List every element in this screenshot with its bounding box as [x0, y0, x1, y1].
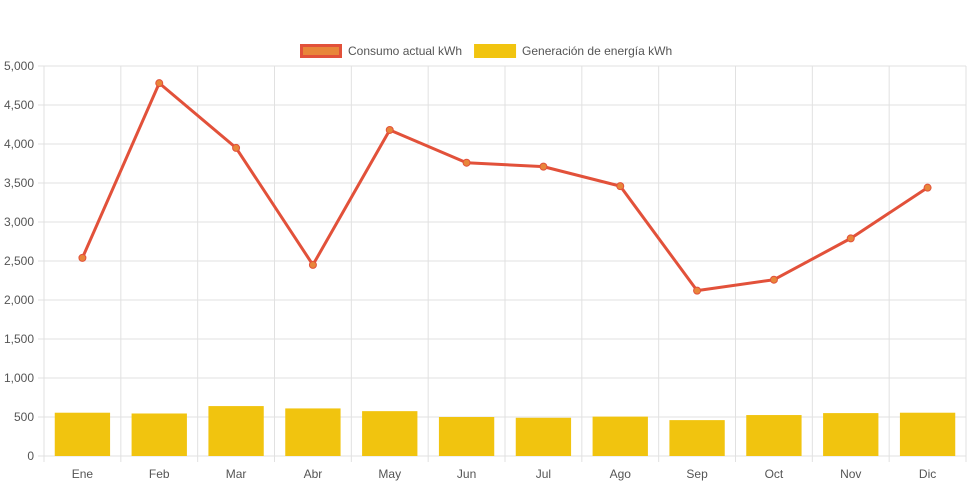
x-tick-label: Jun	[457, 467, 476, 481]
line-point[interactable]	[539, 162, 548, 171]
line-point[interactable]	[846, 234, 855, 243]
line-point[interactable]	[693, 286, 702, 295]
y-tick-label: 0	[27, 449, 34, 463]
legend-swatch	[300, 44, 342, 58]
x-tick-label: Nov	[840, 467, 861, 481]
x-tick-label: Mar	[226, 467, 247, 481]
line-point[interactable]	[308, 260, 317, 269]
grid-lines	[38, 65, 967, 462]
line-series	[78, 79, 932, 295]
bar[interactable]	[131, 413, 187, 456]
y-tick-label: 500	[14, 410, 34, 424]
legend-item[interactable]: Generación de energía kWh	[474, 44, 672, 58]
bar[interactable]	[208, 406, 264, 456]
y-tick-label: 2,000	[4, 293, 34, 307]
x-tick-label: May	[378, 467, 401, 481]
line-point[interactable]	[923, 183, 932, 192]
y-tick-label: 3,000	[4, 215, 34, 229]
x-tick-label: Ago	[610, 467, 632, 481]
bar[interactable]	[362, 411, 418, 456]
x-tick-label: Feb	[149, 467, 170, 481]
legend-swatch	[474, 44, 517, 58]
bar-series	[54, 406, 956, 456]
series-line	[81, 81, 929, 293]
x-tick-label: Jul	[536, 467, 551, 481]
bar[interactable]	[438, 417, 495, 456]
legend: Consumo actual kWh Generación de energía …	[300, 44, 672, 58]
line-point[interactable]	[232, 143, 241, 152]
bar[interactable]	[746, 415, 802, 456]
bar[interactable]	[592, 416, 648, 456]
bar[interactable]	[669, 420, 725, 456]
bar[interactable]	[823, 413, 879, 456]
legend-label: Consumo actual kWh	[348, 44, 462, 58]
y-tick-label: 3,500	[4, 176, 34, 190]
bar[interactable]	[285, 408, 341, 456]
line-point[interactable]	[155, 79, 164, 88]
y-tick-label: 1,500	[4, 332, 34, 346]
bar[interactable]	[515, 417, 572, 456]
x-tick-label: Dic	[919, 467, 936, 481]
x-tick-label: Abr	[304, 467, 323, 481]
x-tick-label: Ene	[72, 467, 94, 481]
legend-item[interactable]: Consumo actual kWh	[300, 44, 463, 58]
y-tick-label: 4,500	[4, 98, 34, 112]
x-tick-label: Oct	[765, 467, 784, 481]
line-point[interactable]	[385, 125, 394, 134]
x-tick-label: Sep	[686, 467, 708, 481]
y-tick-label: 1,000	[4, 371, 34, 385]
y-axis: 0 500 1,000 1,500 2,000 2,500 3,000 3,500 4,000 4…	[4, 59, 34, 463]
line-point[interactable]	[616, 182, 625, 191]
line-point[interactable]	[769, 275, 778, 284]
bar[interactable]	[54, 412, 111, 456]
legend-label: Generación de energía kWh	[522, 44, 672, 58]
bar[interactable]	[899, 412, 956, 456]
y-tick-label: 5,000	[4, 59, 34, 73]
line-point[interactable]	[462, 158, 471, 167]
y-tick-label: 4,000	[4, 137, 34, 151]
x-axis: Ene Feb Mar Abr May Jun Jul Ago Sep Oct Nov Dic	[72, 467, 937, 481]
line-point[interactable]	[78, 253, 87, 262]
y-tick-label: 2,500	[4, 254, 34, 268]
